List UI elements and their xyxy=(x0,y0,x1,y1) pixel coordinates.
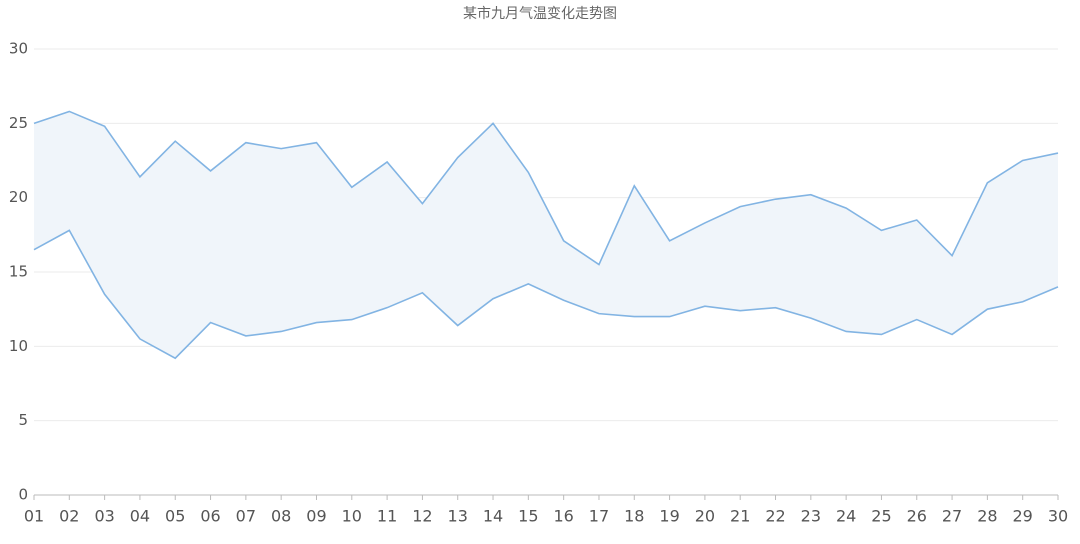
x-tick-label: 28 xyxy=(977,507,997,526)
x-tick-label: 25 xyxy=(871,507,891,526)
y-tick-label: 15 xyxy=(9,263,28,281)
x-tick-label: 19 xyxy=(659,507,679,526)
x-tick-label: 12 xyxy=(412,507,432,526)
y-tick-label: 20 xyxy=(9,188,28,206)
x-tick-label: 30 xyxy=(1048,507,1068,526)
y-tick-label: 25 xyxy=(9,114,28,132)
x-tick-label: 09 xyxy=(306,507,326,526)
x-tick-label: 15 xyxy=(518,507,538,526)
chart-title: 某市九月气温变化走势图 xyxy=(463,5,617,22)
x-tick-label: 22 xyxy=(765,507,785,526)
x-tick-label: 10 xyxy=(342,507,362,526)
series-line xyxy=(33,110,1059,266)
x-tick-label: 13 xyxy=(448,507,468,526)
x-tick-label: 14 xyxy=(483,507,503,526)
series-line xyxy=(33,229,1059,360)
x-tick-label: 04 xyxy=(130,507,150,526)
y-tick-label: 0 xyxy=(18,486,28,504)
x-tick-label: 08 xyxy=(271,507,291,526)
x-tick-label: 05 xyxy=(165,507,185,526)
x-tick-label: 01 xyxy=(24,507,44,526)
x-tick-label: 21 xyxy=(730,507,750,526)
x-tick-label: 23 xyxy=(801,507,821,526)
x-tick-label: 24 xyxy=(836,507,856,526)
y-tick-label: 10 xyxy=(9,337,28,355)
x-tick-label: 03 xyxy=(94,507,114,526)
y-tick-label: 5 xyxy=(18,411,28,429)
x-tick-label: 02 xyxy=(59,507,79,526)
x-tick-label: 26 xyxy=(907,507,927,526)
x-tick-label: 07 xyxy=(236,507,256,526)
x-tick-label: 11 xyxy=(377,507,397,526)
x-tick-label: 16 xyxy=(553,507,573,526)
x-tick-label: 06 xyxy=(200,507,220,526)
x-tick-label: 18 xyxy=(624,507,644,526)
x-tick-label: 17 xyxy=(589,507,609,526)
x-tick-label: 20 xyxy=(695,507,715,526)
y-tick-label: 30 xyxy=(9,40,28,58)
range-band xyxy=(34,111,1058,359)
x-tick-label: 29 xyxy=(1013,507,1033,526)
x-tick-label: 27 xyxy=(942,507,962,526)
